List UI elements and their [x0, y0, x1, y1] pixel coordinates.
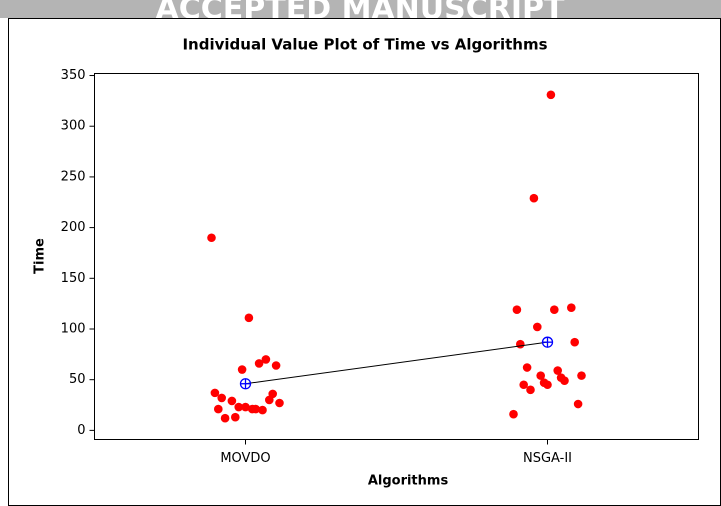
- data-point: [234, 402, 243, 412]
- data-point: [509, 409, 518, 419]
- y-tick-label: 150: [61, 271, 86, 286]
- y-tick-label: 250: [61, 169, 86, 184]
- y-tick-label: 50: [69, 372, 86, 387]
- data-point: [214, 404, 223, 414]
- data-point: [251, 404, 260, 414]
- data-point: [536, 371, 545, 380]
- data-point: [522, 363, 532, 372]
- data-point: [207, 233, 216, 243]
- data-point: [560, 376, 569, 385]
- header-band: [0, 0, 721, 18]
- data-point: [268, 389, 278, 399]
- y-tick-label: 0: [77, 423, 85, 438]
- data-point: [570, 337, 579, 347]
- data-point: [567, 303, 576, 312]
- data-point: [227, 396, 237, 406]
- y-tick-label: 200: [61, 220, 86, 235]
- data-point: [519, 380, 528, 390]
- x-tick-label: NSGA-II: [523, 451, 572, 466]
- y-tick-label: 300: [61, 119, 86, 134]
- data-point: [275, 398, 284, 408]
- data-point: [271, 361, 281, 370]
- data-point: [254, 359, 264, 368]
- x-axis-label: Algorithms: [368, 474, 449, 489]
- plot-area: [94, 73, 699, 440]
- y-tick-label: 100: [61, 321, 86, 336]
- data-point: [231, 412, 240, 422]
- data-point: [546, 90, 556, 100]
- mean-marker: [541, 336, 554, 348]
- data-point: [529, 193, 539, 203]
- data-point: [526, 385, 535, 395]
- y-tick-label: 350: [61, 68, 86, 83]
- mean-line: [245, 341, 548, 385]
- data-point: [244, 313, 254, 323]
- data-point: [258, 405, 267, 415]
- data-point: [217, 393, 226, 403]
- data-point: [261, 355, 271, 364]
- data-point: [543, 380, 552, 390]
- mean-marker: [239, 378, 252, 390]
- data-point: [573, 399, 583, 409]
- chart-frame: [8, 18, 721, 506]
- chart-title: Individual Value Plot of Time vs Algorit…: [182, 36, 547, 54]
- data-point: [550, 305, 559, 315]
- data-point: [210, 388, 220, 398]
- data-point: [241, 402, 250, 412]
- data-point: [577, 371, 586, 380]
- data-point: [516, 339, 525, 349]
- x-tick-label: MOVDO: [220, 451, 270, 466]
- data-point: [220, 413, 230, 423]
- data-point: [512, 305, 522, 315]
- y-axis-label: Time: [33, 238, 48, 274]
- data-point: [533, 322, 542, 332]
- data-point: [237, 365, 247, 374]
- data-point: [553, 366, 562, 375]
